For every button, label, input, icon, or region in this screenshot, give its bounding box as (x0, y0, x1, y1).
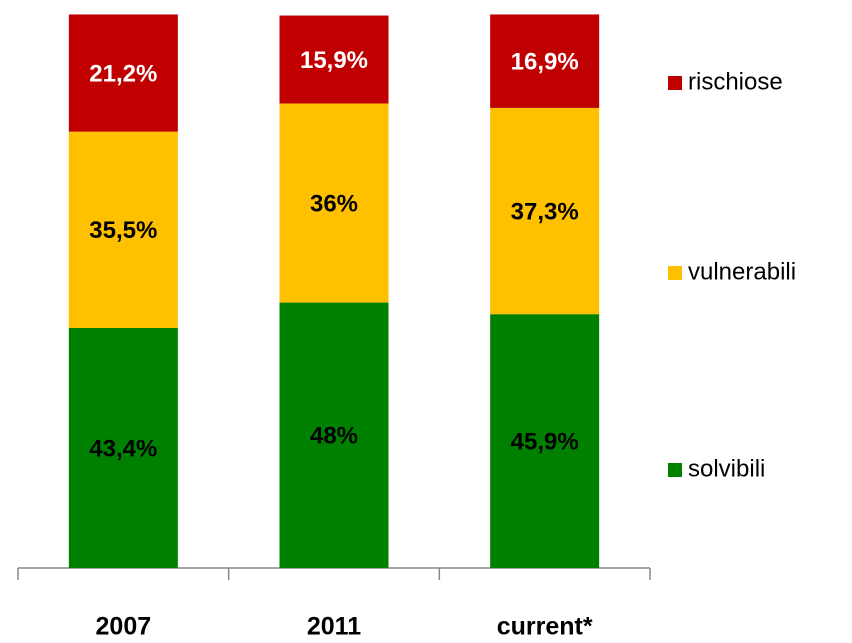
bar-segment (490, 107, 600, 315)
data-label: 35,5% (89, 217, 157, 244)
legend-label: vulnerabili (688, 258, 796, 285)
data-label: 37,3% (511, 198, 579, 225)
bar-segment (68, 14, 178, 132)
x-tick-label: current* (497, 613, 593, 641)
data-label: 21,2% (89, 60, 157, 87)
legend-swatch (668, 463, 682, 477)
data-label: 16,9% (511, 49, 579, 76)
data-label: 36% (310, 190, 358, 217)
legend-label: solvibili (688, 455, 765, 482)
legend-swatch (668, 266, 682, 280)
legend-label: rischiose (688, 68, 783, 95)
legend-swatch (668, 76, 682, 90)
bar-segment (279, 15, 389, 104)
bar-segment (68, 131, 178, 328)
data-label: 45,9% (511, 428, 579, 455)
bar-segment (279, 103, 389, 303)
data-label: 15,9% (300, 47, 368, 74)
x-tick-label: 2007 (96, 613, 152, 641)
data-label: 48% (310, 423, 358, 450)
data-label: 43,4% (89, 435, 157, 462)
bar-segment (490, 14, 600, 108)
bar-segment (490, 314, 600, 568)
bar-segment (279, 302, 389, 568)
x-tick-label: 2011 (307, 613, 361, 641)
bar-segment (68, 327, 178, 568)
